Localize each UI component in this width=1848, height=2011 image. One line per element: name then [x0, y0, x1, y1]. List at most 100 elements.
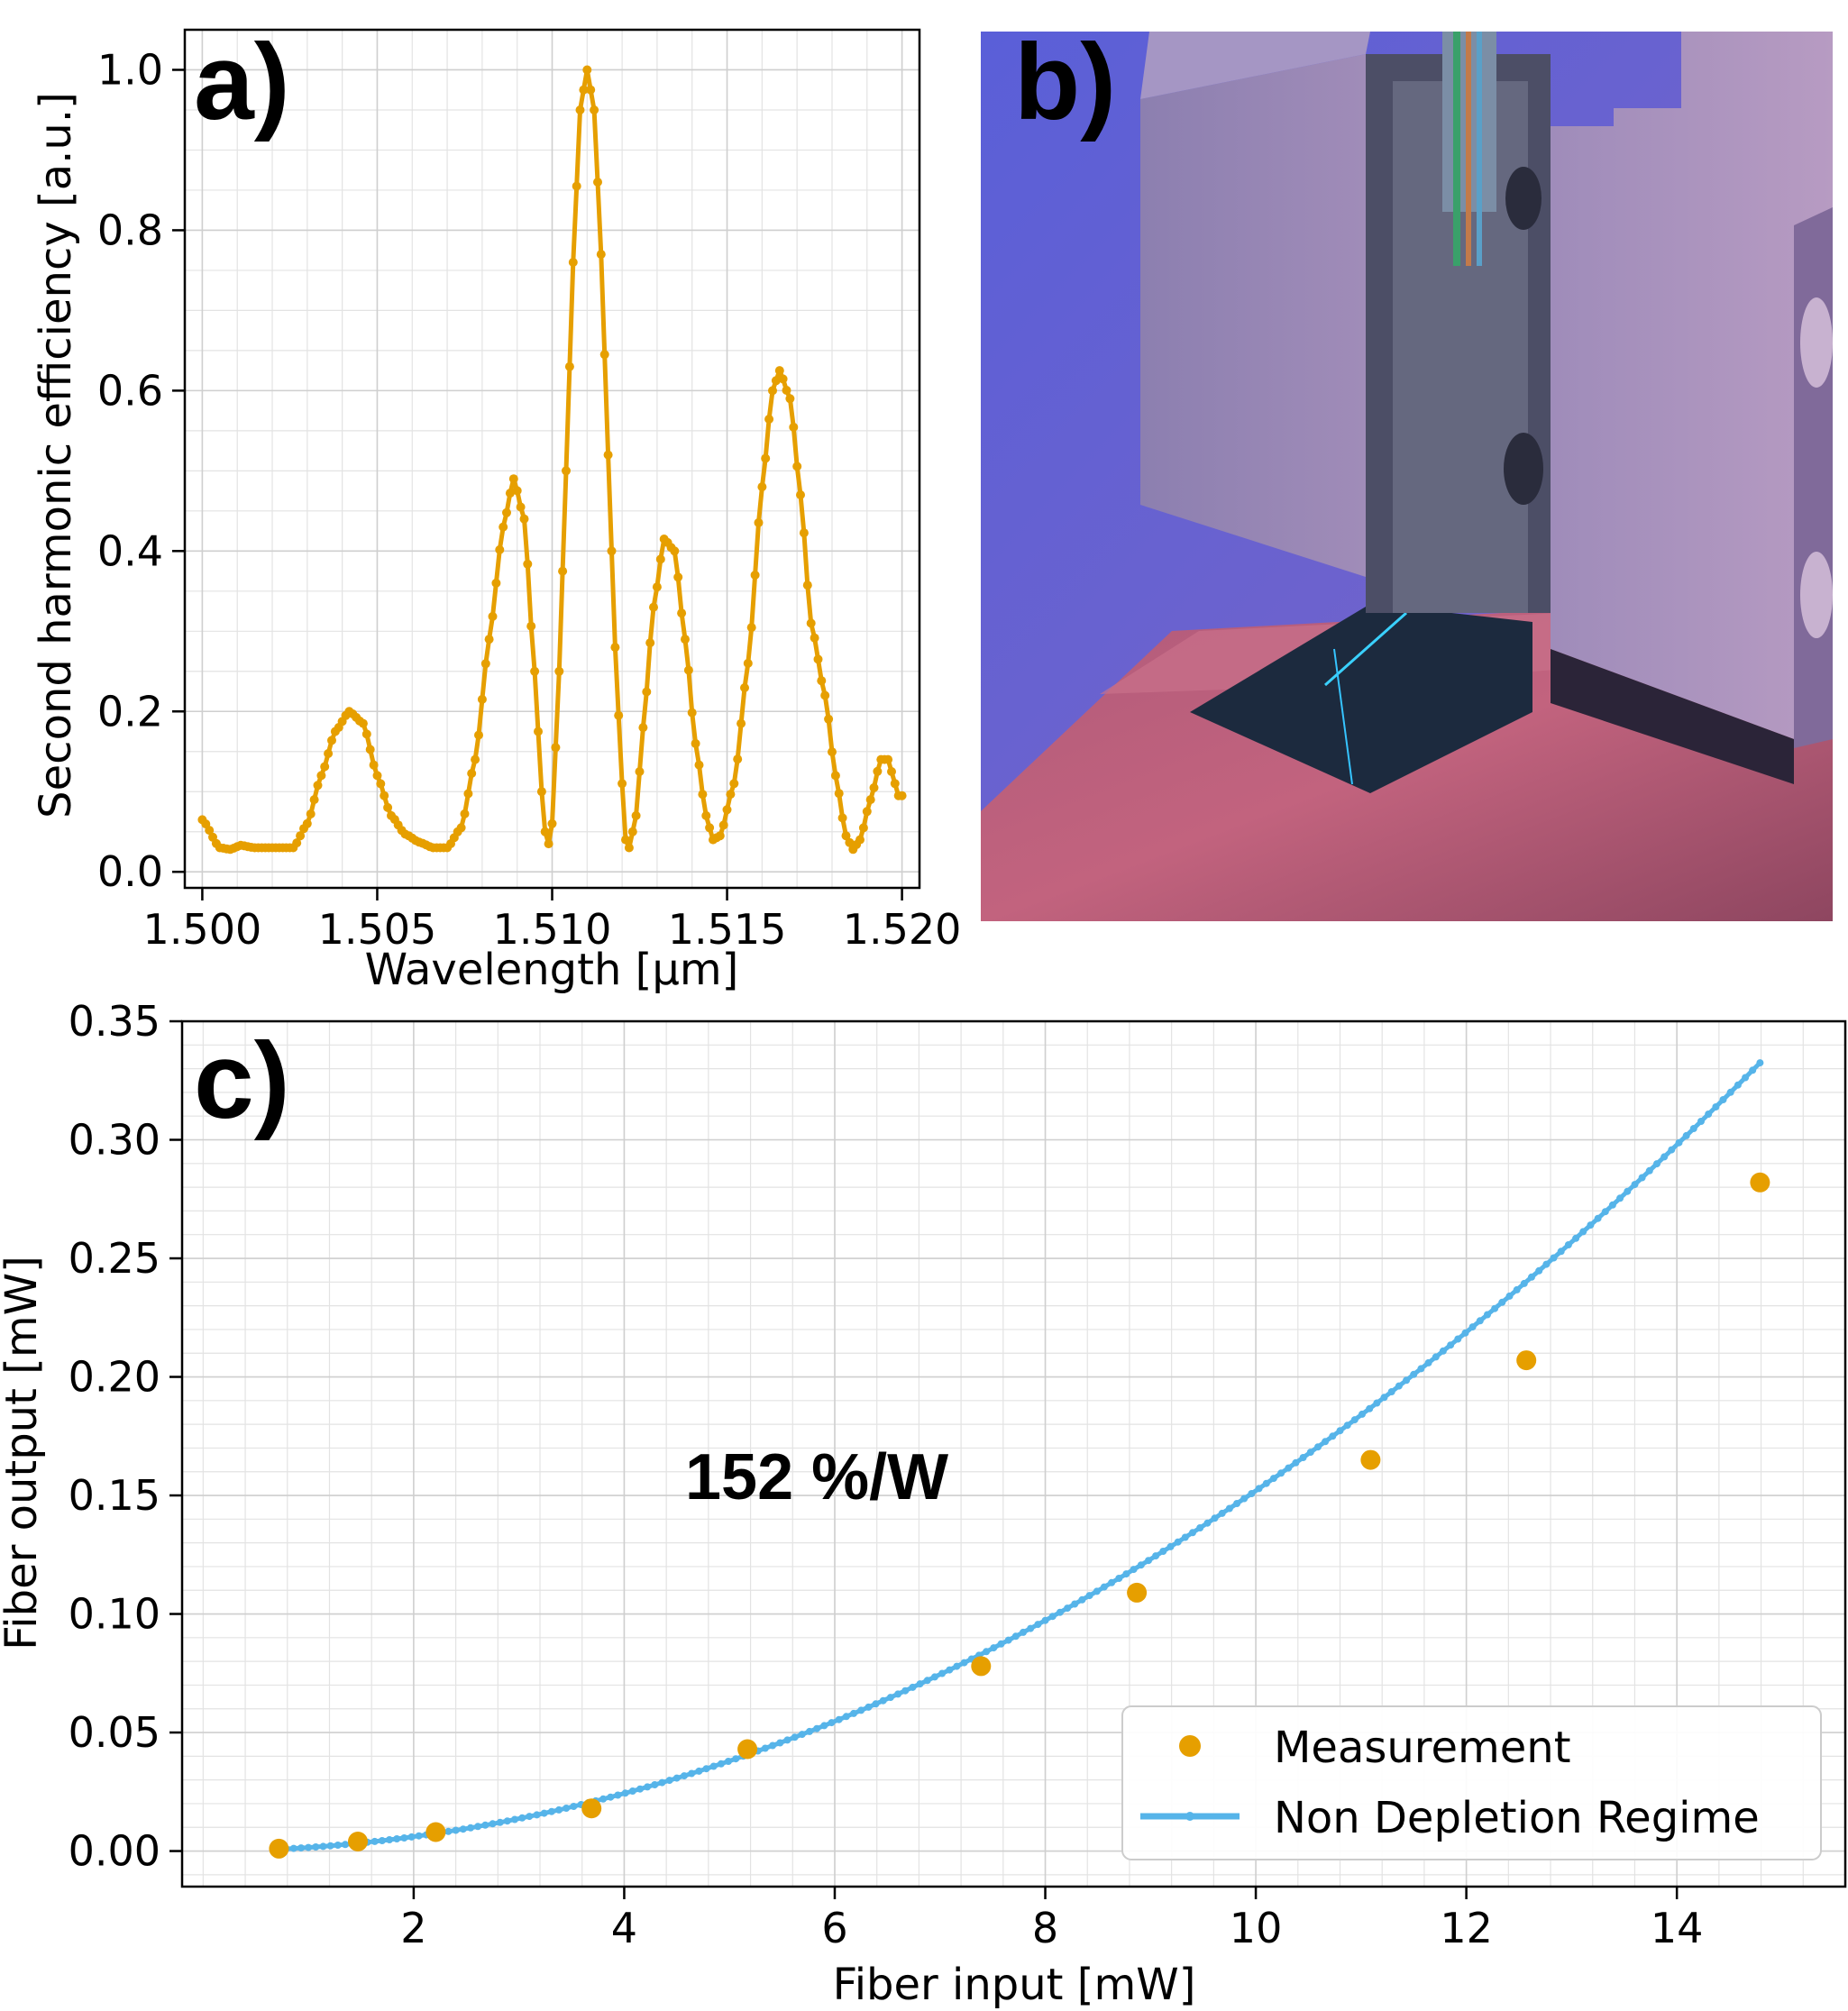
panel-c-model-point — [769, 1741, 777, 1750]
panel-c-model-point — [1196, 1524, 1204, 1531]
panel-c-model-point — [1181, 1533, 1189, 1541]
panel-c-model-point — [798, 1731, 806, 1739]
panel-a-data-point — [558, 566, 568, 576]
panel-a-data-point — [358, 718, 368, 728]
panel-c-model-point — [415, 1832, 423, 1840]
panel-c-model-point — [1608, 1201, 1616, 1209]
panel-c-model-point — [658, 1778, 666, 1787]
panel-c-model-point — [1660, 1153, 1669, 1161]
panel-a-data-point — [845, 837, 855, 847]
panel-a-data-point — [575, 105, 585, 114]
panel-c-model-point — [1631, 1181, 1639, 1189]
panel-c-model-point — [570, 1803, 578, 1810]
panel-c-model-point — [1359, 1410, 1366, 1418]
panel-c-model-point — [636, 1785, 644, 1793]
panel-c-model-point — [695, 1767, 703, 1775]
panel-c-y-axis-title: Fiber output [mW] — [0, 1256, 47, 1650]
panel-c-model-point — [1726, 1088, 1734, 1096]
panel-a-data-point — [768, 386, 777, 396]
panel-c-model-point — [1712, 1103, 1720, 1111]
panel-c-model-point — [444, 1827, 453, 1835]
panel-c-model-point — [511, 1815, 518, 1824]
panel-c-model-point — [481, 1821, 489, 1829]
panel-a-data-point — [694, 760, 704, 770]
panel-c-model-point — [555, 1805, 563, 1814]
panel-c-model-point — [938, 1669, 947, 1677]
panel-c-y-tick-label: 0.05 — [69, 1708, 160, 1757]
panel-a-data-point — [890, 779, 900, 789]
panel-a-data-point — [512, 486, 522, 496]
panel-c-model-point — [614, 1791, 622, 1799]
panel-c-model-point — [547, 1807, 555, 1815]
panel-a-data-point — [705, 823, 715, 833]
panel-a-data-point — [687, 708, 697, 718]
panel-a-data-point — [603, 450, 613, 460]
panel-c-y-tick-label: 0.30 — [69, 1116, 160, 1165]
panel-a-data-point — [883, 754, 893, 764]
panel-c-model-point — [960, 1659, 968, 1667]
panel-a-data-point — [729, 779, 739, 789]
panel-a-data-point — [638, 723, 648, 733]
panel-c-model-point — [407, 1833, 416, 1841]
panel-c-model-point — [1601, 1208, 1609, 1216]
panel-a-data-point — [869, 782, 879, 792]
panel-a-data-point — [897, 791, 907, 800]
panel-a-label: a) — [194, 22, 290, 142]
panel-a-data-point — [568, 258, 578, 267]
panel-c-y-tick-label: 0.25 — [69, 1234, 160, 1283]
legend-model-marker — [1185, 1812, 1194, 1821]
panel-a-data-point — [327, 736, 336, 745]
panel-c-model-point — [990, 1644, 998, 1652]
panel-c-model-point — [1528, 1273, 1535, 1281]
panel-c-model-point — [665, 1777, 673, 1785]
panel-a-data-point — [596, 250, 606, 260]
panel-a-data-point — [757, 482, 767, 492]
panel-c-model-point — [1668, 1146, 1676, 1154]
panel-c-model-point — [1108, 1578, 1116, 1586]
panel-c-model-point — [518, 1814, 526, 1822]
panel-c-model-point — [1336, 1427, 1344, 1435]
chip — [1190, 604, 1532, 793]
panel-c-model-point — [1034, 1621, 1042, 1629]
panel-a-data-point — [750, 571, 760, 580]
panel-c-series — [269, 1059, 1770, 1859]
panel-c-model-point — [1387, 1388, 1395, 1395]
panel-c-model-point — [1306, 1449, 1314, 1457]
panel-a-data-point — [655, 554, 665, 564]
panel-a-data-point — [205, 826, 215, 836]
panel-c-x-tick-label: 2 — [400, 1904, 426, 1952]
panel-a-data-point — [722, 805, 732, 815]
panel-c-model-point — [725, 1758, 732, 1765]
panel-a-data-point — [698, 790, 708, 800]
panel-a-x-tick-label: 1.500 — [143, 905, 262, 954]
panel-c-model-point — [1682, 1131, 1690, 1139]
panel-c-model-point — [865, 1703, 873, 1711]
panel-c-model-point — [1093, 1587, 1101, 1595]
panel-c-model-point — [1020, 1628, 1027, 1636]
panel-c-model-point — [474, 1823, 482, 1831]
panel-c-model-point — [599, 1795, 608, 1803]
panel-a-data-point — [624, 843, 634, 853]
panel-c-model-point — [1579, 1228, 1587, 1236]
panel-c-y-tick-label: 0.20 — [69, 1353, 160, 1402]
panel-a-data-point — [477, 694, 487, 704]
panel-c-model-point — [467, 1824, 474, 1832]
panel-c-model-point — [1350, 1416, 1359, 1424]
panel-a-x-tick-label: 1.510 — [493, 905, 612, 954]
panel-c-model-point — [1189, 1529, 1196, 1537]
panel-a-data-point — [691, 738, 700, 748]
panel-a-y-tick-label: 1.0 — [97, 45, 163, 94]
panel-c-model-point — [1653, 1160, 1660, 1168]
panel-a-data-point — [627, 827, 637, 836]
panel-a-data-point — [474, 730, 483, 740]
panel-a-data-point — [610, 643, 620, 653]
panel-c-model-point — [1048, 1613, 1057, 1621]
panel-a-y-tick-label: 0.8 — [97, 206, 163, 254]
panel-c-model-point — [459, 1825, 467, 1833]
panel-c-model-point — [393, 1835, 401, 1842]
panel-a-data-point — [761, 453, 771, 463]
panel-a-data-point — [488, 611, 498, 621]
panel-a-data-point — [726, 790, 736, 800]
panel-c-model-point — [732, 1755, 740, 1763]
